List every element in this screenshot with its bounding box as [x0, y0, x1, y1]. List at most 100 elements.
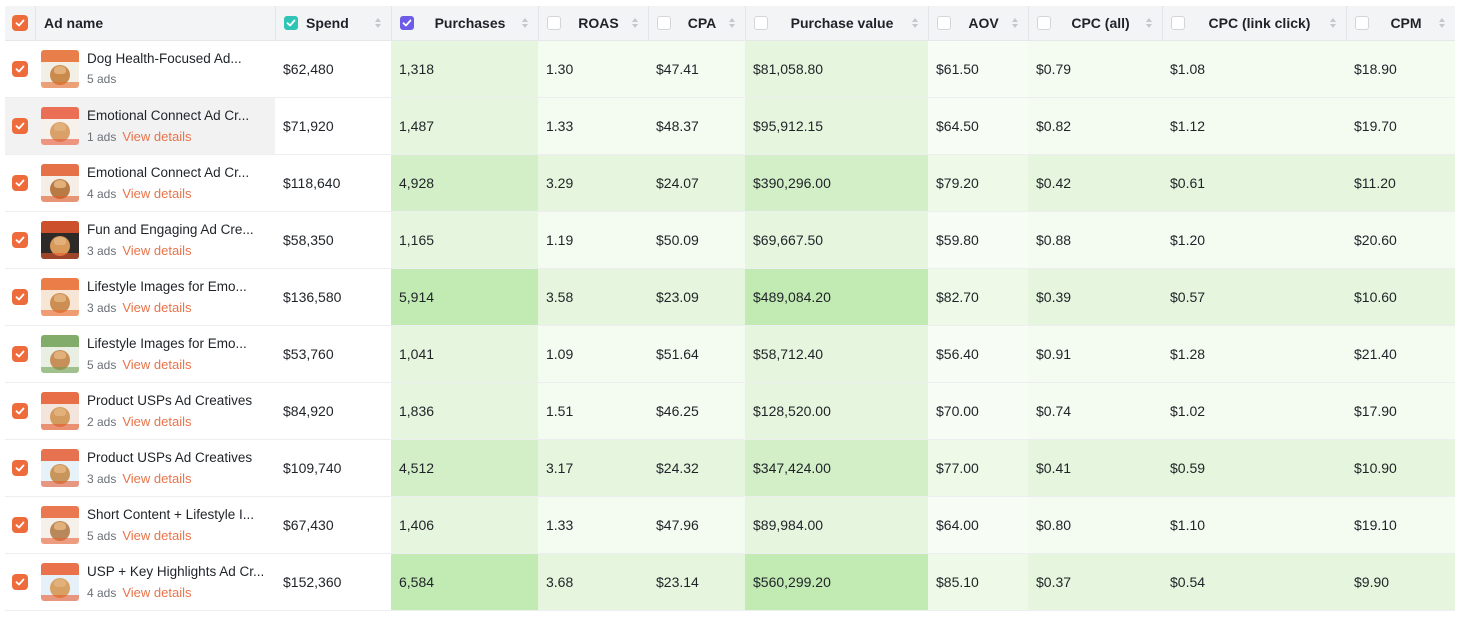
column-toggle-checkbox[interactable]: [284, 16, 298, 30]
sort-icon[interactable]: [518, 18, 532, 28]
ad-thumbnail[interactable]: [41, 563, 79, 601]
table-row[interactable]: Short Content + Lifestyle I... 5 ads View …: [5, 497, 1455, 554]
aov-cell: $64.00: [928, 497, 1028, 553]
ad-name[interactable]: Product USPs Ad Creatives: [87, 392, 253, 408]
check-icon: [15, 65, 25, 73]
row-checkbox[interactable]: [12, 61, 28, 77]
column-toggle-checkbox[interactable]: [754, 16, 768, 30]
view-details-link[interactable]: View details: [122, 128, 192, 144]
column-header-ad-name[interactable]: Ad name: [35, 6, 275, 40]
ad-thumbnail[interactable]: [41, 392, 79, 430]
purchase-value-cell: $347,424.00: [745, 440, 928, 496]
row-checkbox[interactable]: [12, 574, 28, 590]
aov-cell: $85.10: [928, 554, 1028, 610]
ads-table: Ad name Spend Purchases ROAS CPA Purchase va…: [5, 6, 1455, 611]
ad-name[interactable]: Product USPs Ad Creatives: [87, 449, 253, 465]
sort-icon[interactable]: [1008, 18, 1022, 28]
row-checkbox[interactable]: [12, 232, 28, 248]
ad-thumbnail[interactable]: [41, 164, 79, 202]
table-row[interactable]: Fun and Engaging Ad Cre... 3 ads View deta…: [5, 212, 1455, 269]
cpc-link-cell: $1.20: [1162, 212, 1346, 268]
ad-thumbnail[interactable]: [41, 335, 79, 373]
view-details-link[interactable]: View details: [122, 584, 192, 600]
table-row[interactable]: Emotional Connect Ad Cr... 1 ads View deta…: [5, 98, 1455, 155]
ad-name[interactable]: Emotional Connect Ad Cr...: [87, 164, 250, 180]
column-header-purchase-value[interactable]: Purchase value: [745, 6, 928, 40]
ad-name[interactable]: Dog Health-Focused Ad...: [87, 51, 242, 66]
ad-thumbnail[interactable]: [41, 221, 79, 259]
ad-thumbnail[interactable]: [41, 278, 79, 316]
row-checkbox[interactable]: [12, 517, 28, 533]
column-header-roas[interactable]: ROAS: [538, 6, 648, 40]
ad-name-cell: Lifestyle Images for Emo... 3 ads View det…: [35, 269, 275, 325]
ad-name[interactable]: USP + Key Highlights Ad Cr...: [87, 563, 265, 579]
column-header-label: Purchase value: [790, 15, 894, 31]
view-details-link[interactable]: View details: [122, 185, 192, 201]
table-row[interactable]: Lifestyle Images for Emo... 5 ads View det…: [5, 326, 1455, 383]
table-row[interactable]: Product USPs Ad Creatives 3 ads View detai…: [5, 440, 1455, 497]
view-details-link[interactable]: View details: [122, 242, 192, 258]
column-header-cpm[interactable]: CPM: [1346, 6, 1455, 40]
column-toggle-checkbox[interactable]: [1355, 16, 1369, 30]
ad-thumbnail[interactable]: [41, 449, 79, 487]
ad-thumbnail[interactable]: [41, 107, 79, 145]
cpa-cell: $47.96: [648, 497, 745, 553]
roas-cell: 1.33: [538, 98, 648, 154]
ad-name[interactable]: Emotional Connect Ad Cr...: [87, 107, 250, 123]
column-toggle-checkbox[interactable]: [937, 16, 951, 30]
ad-name[interactable]: Fun and Engaging Ad Cre...: [87, 221, 254, 237]
purchase-value-cell: $58,712.40: [745, 326, 928, 382]
cpc-all-cell: $0.37: [1028, 554, 1162, 610]
table-body: Dog Health-Focused Ad... 5 ads $62,480 1,31…: [5, 41, 1455, 611]
row-checkbox[interactable]: [12, 460, 28, 476]
cpa-cell: $23.09: [648, 269, 745, 325]
column-toggle-checkbox[interactable]: [547, 16, 561, 30]
table-row[interactable]: Dog Health-Focused Ad... 5 ads $62,480 1,31…: [5, 41, 1455, 98]
table-row[interactable]: USP + Key Highlights Ad Cr... 4 ads View d…: [5, 554, 1455, 611]
column-header-aov[interactable]: AOV: [928, 6, 1028, 40]
sort-icon[interactable]: [1326, 18, 1340, 28]
row-checkbox[interactable]: [12, 289, 28, 305]
view-details-link[interactable]: View details: [122, 527, 192, 543]
sort-icon[interactable]: [1142, 18, 1156, 28]
row-checkbox[interactable]: [12, 403, 28, 419]
ad-name[interactable]: Lifestyle Images for Emo...: [87, 335, 247, 351]
column-header-label: AOV: [968, 15, 999, 31]
table-row[interactable]: Emotional Connect Ad Cr... 4 ads View deta…: [5, 155, 1455, 212]
view-details-link[interactable]: View details: [122, 413, 192, 429]
aov-cell: $59.80: [928, 212, 1028, 268]
check-icon: [15, 19, 25, 27]
column-toggle-checkbox[interactable]: [1037, 16, 1051, 30]
roas-cell: 1.30: [538, 41, 648, 97]
column-header-cpa[interactable]: CPA: [648, 6, 745, 40]
view-details-link[interactable]: View details: [122, 299, 192, 315]
column-header-purchases[interactable]: Purchases: [391, 6, 538, 40]
select-all-checkbox[interactable]: [12, 15, 28, 31]
column-header-cpc-link-click[interactable]: CPC (link click): [1162, 6, 1346, 40]
column-toggle-checkbox[interactable]: [657, 16, 671, 30]
table-row[interactable]: Product USPs Ad Creatives 2 ads View detai…: [5, 383, 1455, 440]
ad-thumbnail[interactable]: [41, 50, 79, 88]
sort-icon[interactable]: [725, 18, 739, 28]
row-checkbox[interactable]: [12, 175, 28, 191]
ad-name-cell: Fun and Engaging Ad Cre... 3 ads View deta…: [35, 212, 275, 268]
sort-icon[interactable]: [908, 18, 922, 28]
sort-icon[interactable]: [1435, 18, 1449, 28]
table-row[interactable]: Lifestyle Images for Emo... 3 ads View det…: [5, 269, 1455, 326]
spend-cell: $109,740: [275, 440, 391, 496]
ad-name[interactable]: Lifestyle Images for Emo...: [87, 278, 247, 294]
column-header-spend[interactable]: Spend: [275, 6, 391, 40]
column-toggle-checkbox[interactable]: [1171, 16, 1185, 30]
sort-icon[interactable]: [628, 18, 642, 28]
row-checkbox[interactable]: [12, 346, 28, 362]
cpa-cell: $24.32: [648, 440, 745, 496]
column-header-cpc-all[interactable]: CPC (all): [1028, 6, 1162, 40]
column-toggle-checkbox[interactable]: [400, 16, 414, 30]
row-checkbox[interactable]: [12, 118, 28, 134]
cpm-cell: $9.90: [1346, 554, 1455, 610]
view-details-link[interactable]: View details: [122, 470, 192, 486]
sort-icon[interactable]: [371, 18, 385, 28]
ad-thumbnail[interactable]: [41, 506, 79, 544]
view-details-link[interactable]: View details: [122, 356, 192, 372]
ad-name[interactable]: Short Content + Lifestyle I...: [87, 506, 254, 522]
